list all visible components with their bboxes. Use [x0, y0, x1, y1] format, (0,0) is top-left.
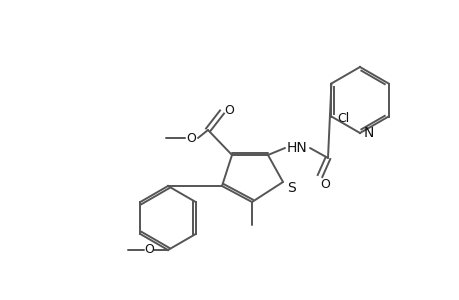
Text: N: N: [363, 126, 373, 140]
Text: O: O: [319, 178, 329, 190]
Text: O: O: [144, 244, 154, 256]
Text: O: O: [185, 131, 196, 145]
Text: HN: HN: [286, 141, 307, 155]
Text: O: O: [224, 104, 234, 118]
Text: S: S: [287, 181, 296, 195]
Text: Cl: Cl: [336, 112, 349, 125]
